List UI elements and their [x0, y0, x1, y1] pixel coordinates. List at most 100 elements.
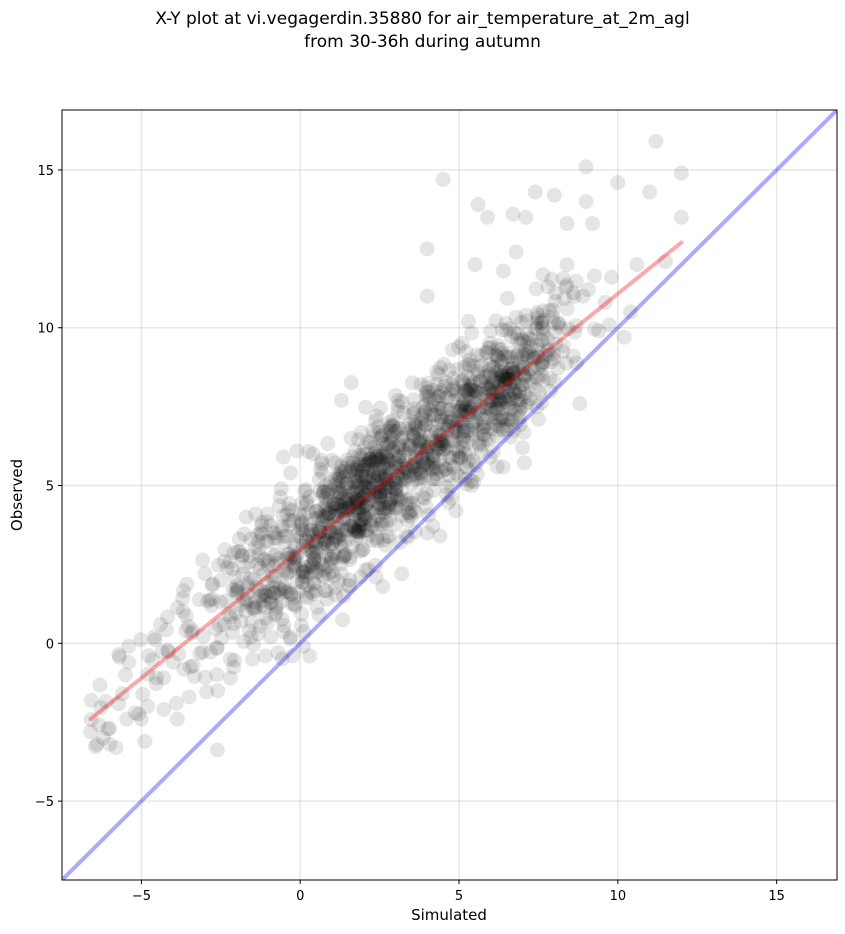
scatter-point [160, 643, 176, 659]
scatter-point [383, 491, 399, 507]
scatter-point [147, 632, 163, 648]
scatter-point [371, 476, 387, 492]
scatter-point [140, 648, 156, 664]
scatter-point [491, 418, 507, 434]
scatter-point [275, 449, 291, 465]
scatter-point [277, 584, 293, 600]
scatter-point [413, 377, 429, 393]
scatter-point [287, 596, 303, 612]
scatter-point [368, 489, 384, 505]
scatter-point [393, 491, 409, 507]
scatter-point [555, 337, 571, 353]
scatter-point [133, 711, 149, 727]
scatter-point [458, 458, 474, 474]
scatter-point [351, 496, 367, 512]
scatter-point [339, 452, 355, 468]
scatter-point [361, 451, 377, 467]
scatter-point [286, 556, 302, 572]
scatter-point [529, 399, 545, 415]
scatter-point [307, 511, 323, 527]
scatter-point [87, 739, 103, 755]
scatter-point [423, 417, 439, 433]
scatter-point [509, 325, 525, 341]
scatter-point [308, 544, 324, 560]
scatter-point [545, 308, 561, 324]
scatter-point [478, 376, 494, 392]
y-tick-label: 0 [46, 637, 54, 652]
scatter-point [256, 552, 272, 568]
scatter-point [286, 550, 302, 566]
scatter-point [509, 332, 525, 348]
scatter-point [350, 524, 366, 540]
scatter-point [308, 583, 324, 599]
scatter-point [447, 424, 463, 440]
scatter-point [540, 343, 556, 359]
scatter-point [384, 443, 400, 459]
scatter-point [442, 449, 457, 465]
scatter-point [274, 611, 290, 627]
scatter-point [322, 524, 338, 540]
scatter-point [480, 340, 496, 356]
scatter-point [339, 477, 355, 493]
scatter-point [483, 386, 499, 402]
scatter-point [376, 454, 392, 470]
scatter-point [519, 397, 535, 413]
scatter-point [156, 670, 172, 686]
scatter-point [222, 670, 238, 686]
scatter-point [430, 471, 446, 487]
scatter-point [227, 652, 243, 668]
scatter-point [372, 487, 388, 503]
scatter-point [317, 569, 333, 585]
scatter-point [353, 512, 369, 528]
scatter-point [526, 351, 542, 367]
scatter-point [308, 560, 324, 576]
scatter-point [505, 206, 521, 222]
scatter-point [484, 393, 500, 409]
scatter-point [494, 355, 510, 371]
scatter-point [347, 443, 363, 459]
scatter-point [482, 382, 498, 398]
scatter-point [496, 372, 512, 388]
scatter-point [450, 428, 466, 444]
scatter-point [354, 462, 370, 478]
scatter-point [455, 424, 471, 440]
scatter-point [347, 473, 363, 489]
scatter-point [265, 525, 281, 541]
scatter-point [521, 331, 537, 347]
scatter-point [239, 592, 255, 608]
scatter-point [330, 520, 346, 536]
scatter-point [429, 466, 445, 482]
scatter-point [348, 485, 364, 501]
scatter-point [540, 331, 556, 347]
scatter-point [359, 456, 375, 472]
scatter-point [384, 480, 400, 496]
scatter-point [465, 375, 481, 391]
scatter-point [158, 622, 174, 638]
scatter-point [344, 517, 360, 533]
scatter-point [329, 507, 345, 523]
scatter-point [453, 450, 469, 466]
scatter-point [461, 387, 477, 403]
scatter-point [317, 524, 333, 540]
scatter-point [314, 515, 330, 531]
scatter-point [458, 399, 474, 415]
scatter-point [438, 414, 454, 430]
scatter-point [534, 333, 550, 349]
scatter-point [223, 609, 239, 625]
scatter-point [192, 645, 208, 661]
scatter-point [341, 499, 357, 515]
scatter-point [402, 504, 418, 520]
scatter-point [281, 501, 297, 517]
scatter-point [286, 589, 302, 605]
scatter-point [262, 595, 278, 611]
scatter-point [428, 433, 444, 449]
scatter-point [426, 391, 442, 407]
scatter-point [358, 453, 374, 469]
scatter-point [489, 402, 505, 418]
scatter-point [534, 314, 550, 330]
scatter-point [462, 404, 478, 420]
scatter-point [340, 501, 356, 517]
scatter-point [250, 534, 266, 550]
scatter-point [385, 432, 401, 448]
scatter-point [275, 522, 291, 538]
